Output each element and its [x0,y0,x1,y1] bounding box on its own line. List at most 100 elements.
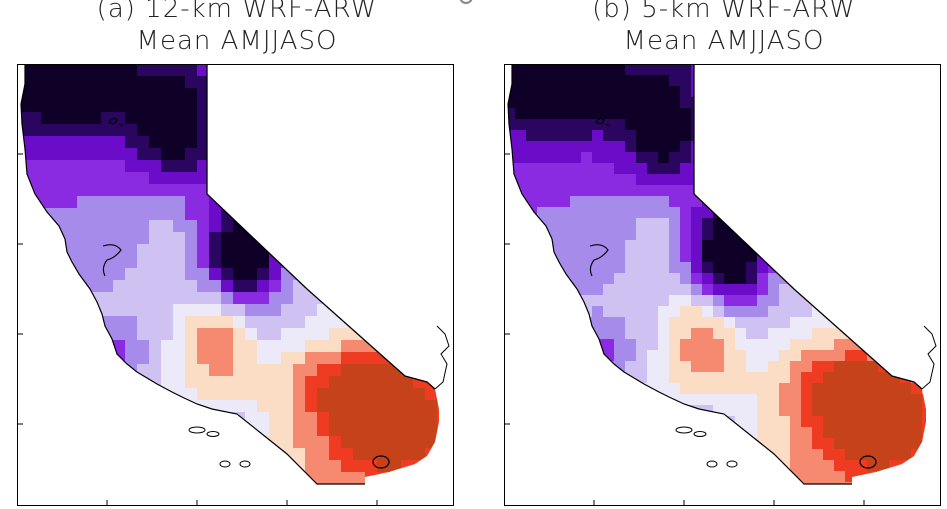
grid-cell [746,262,758,274]
grid-cell [548,152,560,164]
grid-cell [856,416,868,428]
grid-cell [713,306,725,318]
grid-cell [647,64,659,76]
grid-cell [570,163,582,175]
grid-cell [680,119,692,131]
grid-cell [559,86,571,98]
grid-cell [389,424,402,437]
grid-cell [647,317,659,329]
grid-cell [636,284,648,296]
grid-cell [570,141,582,153]
grid-cell [680,86,692,98]
grid-cell [691,284,703,296]
grid-cell [185,196,198,209]
grid-cell [812,339,824,351]
grid-cell [185,64,198,77]
grid-cell [746,350,758,362]
grid-cell [592,273,604,285]
grid-cell [735,383,747,395]
grid-cell [856,372,868,384]
grid-cell [724,284,736,296]
grid-cell [149,136,162,149]
grid-cell [669,163,681,175]
grid-cell [341,340,354,353]
grid-cell [768,284,780,296]
grid-cell [53,100,66,113]
grid-cell [281,328,294,341]
grid-cell [329,316,342,329]
grid-cell [757,339,769,351]
grid-cell [790,339,802,351]
grid-cell [173,256,186,269]
grid-cell [113,208,126,221]
grid-cell [113,184,126,197]
grid-cell [161,88,174,101]
grid-cell [867,460,879,472]
grid-cell [735,262,747,274]
grid-cell [221,280,234,293]
grid-cell [812,471,824,483]
grid-cell [548,119,560,131]
grid-cell [647,218,659,230]
grid-cell [680,229,692,241]
grid-cell [691,251,703,263]
grid-cell [702,262,714,274]
grid-cell [53,196,66,209]
grid-cell [658,218,670,230]
grid-cell [89,136,102,149]
grid-cell [812,460,824,472]
grid-cell [526,141,538,153]
grid-cell [548,174,560,186]
grid-cell [790,460,802,472]
grid-cell [329,340,342,353]
grid-cell [365,436,378,449]
grid-cell [401,448,414,461]
grid-cell [625,174,637,186]
grid-cell [209,340,222,353]
grid-cell [702,284,714,296]
grid-cell [317,340,330,353]
grid-cell [173,364,186,377]
grid-cell [636,174,648,186]
grid-cell [53,184,66,197]
grid-cell [691,207,703,219]
grid-cell [834,350,846,362]
grid-cell [911,405,923,417]
grid-cell [209,388,222,401]
grid-cell [281,304,294,317]
grid-cell [669,108,681,120]
panel-a-title: (a) 12-km WRF-ARW [96,0,378,24]
grid-cell [790,306,802,318]
grid-cell [702,383,714,395]
grid-cell [680,218,692,230]
grid-cell [647,328,659,340]
grid-cell [647,262,659,274]
grid-cell [137,220,150,233]
grid-cell [149,88,162,101]
grid-cell [329,436,342,449]
grid-cell [548,218,560,230]
grid-cell [889,405,901,417]
grid-cell [548,97,560,109]
grid-cell [889,394,901,406]
grid-cell [526,152,538,164]
grid-cell [680,174,692,186]
grid-cell [735,306,747,318]
grid-cell [425,424,438,437]
grid-cell [724,339,736,351]
grid-cell [559,262,571,274]
island-outline [219,460,231,468]
grid-cell [647,273,659,285]
grid-cell [221,244,234,257]
grid-cell [603,185,615,197]
grid-cell [647,108,659,120]
grid-cell [581,108,593,120]
grid-cell [581,218,593,230]
grid-cell [658,306,670,318]
grid-cell [77,64,90,77]
grid-cell [735,361,747,373]
grid-cell [757,361,769,373]
grid-cell [137,196,150,209]
grid-cell [757,394,769,406]
island-outline [706,460,718,468]
